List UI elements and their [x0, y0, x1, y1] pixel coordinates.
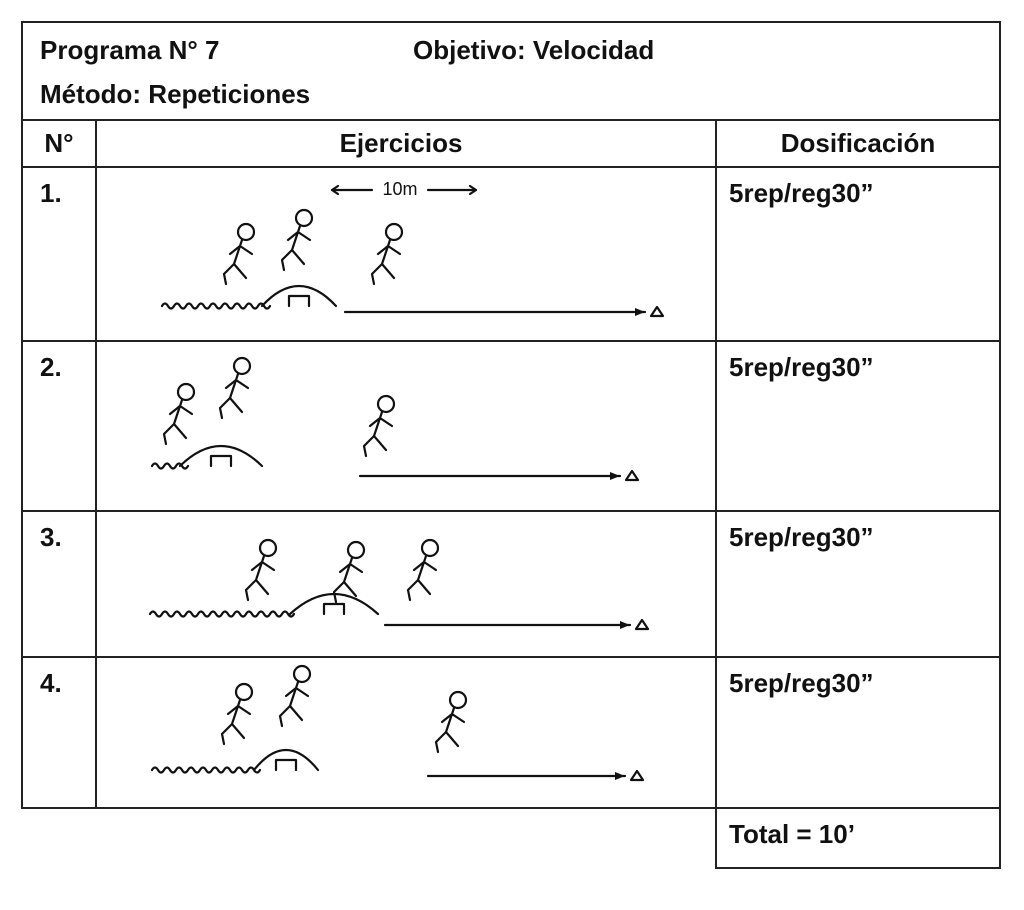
- row-number: 1.: [40, 178, 62, 208]
- arrow-head: [620, 621, 630, 629]
- body: [220, 698, 252, 746]
- column-header: N°: [44, 128, 73, 158]
- head: [376, 394, 396, 414]
- exercise-sketch: [150, 664, 645, 782]
- method: Método: Repeticiones: [40, 79, 310, 109]
- head: [232, 356, 252, 376]
- hurdle: [287, 294, 311, 308]
- body: [162, 398, 194, 446]
- column-header: Ejercicios: [340, 128, 463, 158]
- body: [434, 706, 466, 754]
- body: [362, 410, 394, 458]
- head: [292, 664, 312, 684]
- program-title: Programa N° 7: [40, 35, 219, 65]
- total: Total = 10’: [729, 819, 855, 849]
- distance-marker: 10m: [330, 179, 478, 199]
- head: [176, 382, 196, 402]
- head: [448, 690, 468, 710]
- ground: [160, 284, 338, 310]
- cone: [649, 305, 665, 318]
- body: [278, 680, 310, 728]
- hurdle: [209, 454, 233, 468]
- dosage: 5rep/reg30”: [729, 352, 874, 382]
- dosage: 5rep/reg30”: [729, 522, 874, 552]
- dosage: 5rep/reg30”: [729, 178, 874, 208]
- cone: [624, 469, 640, 482]
- head: [346, 540, 366, 560]
- row-number: 2.: [40, 352, 62, 382]
- distance-label: 10m: [382, 179, 417, 199]
- exercise-sketch: [160, 208, 665, 318]
- body: [370, 238, 402, 286]
- row-number: 4.: [40, 668, 62, 698]
- head: [258, 538, 278, 558]
- body: [406, 554, 438, 602]
- hurdle: [274, 758, 298, 772]
- head: [384, 222, 404, 242]
- exercise-sketch: [148, 538, 650, 631]
- body: [222, 238, 254, 286]
- body: [244, 554, 276, 602]
- column-header: Dosificación: [781, 128, 936, 158]
- ground: [150, 445, 264, 470]
- row-number: 3.: [40, 522, 62, 552]
- head: [236, 222, 256, 242]
- table-grid: [21, 21, 1001, 869]
- arrow-head: [610, 472, 620, 480]
- exercise-sketch: [150, 356, 640, 482]
- body: [280, 224, 312, 272]
- head: [234, 682, 254, 702]
- ground: [150, 748, 320, 774]
- arrow-head: [615, 772, 625, 780]
- head: [294, 208, 314, 228]
- cone: [629, 769, 645, 782]
- body: [332, 556, 364, 604]
- body: [218, 372, 250, 420]
- objective: Objetivo: Velocidad: [413, 35, 654, 65]
- cone: [634, 618, 650, 631]
- dosage: 5rep/reg30”: [729, 668, 874, 698]
- hurdle: [322, 602, 346, 616]
- head: [420, 538, 440, 558]
- arrow-head: [635, 308, 645, 316]
